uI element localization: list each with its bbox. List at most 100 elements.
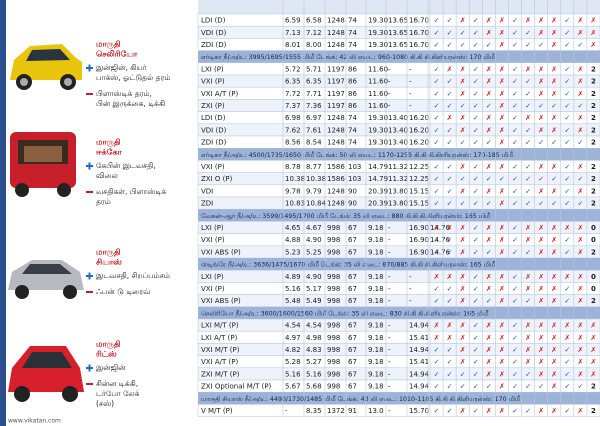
feature-mark: ✓ — [460, 370, 466, 378]
spec-value: 998 — [327, 297, 340, 305]
feature-mark: ✓ — [564, 163, 570, 171]
feature-mark: ✗ — [551, 163, 557, 171]
spec-value: - — [388, 90, 391, 98]
section-title: செலிரியோ நீ/அ/உ: 3600/1600/1560 மிமீ டேங… — [201, 310, 488, 317]
spec-value: 15.41 — [409, 358, 429, 366]
feature-mark: ✗ — [577, 29, 583, 37]
feature-mark: ✗ — [447, 273, 453, 281]
feature-mark: ✗ — [499, 297, 505, 305]
variant: ZXI (P) — [201, 102, 225, 110]
feature-mark: ✗ — [551, 29, 557, 37]
spec-value: - — [388, 297, 391, 305]
variant: VXI (P) — [201, 78, 225, 86]
spec-value: 998 — [327, 358, 340, 366]
spec-value: 7.37 — [285, 102, 301, 110]
spec-value: 5.28 — [285, 358, 301, 366]
spec-value: 998 — [327, 383, 340, 391]
feature-mark: ✓ — [447, 126, 453, 134]
feature-mark: ✗ — [577, 65, 583, 73]
feature-mark: ✓ — [538, 383, 544, 391]
spec-value: 14.76 — [430, 236, 451, 244]
spec-value: 998 — [327, 248, 340, 256]
pros: இன்ஜின், கியர் — [96, 63, 148, 73]
feature-mark: ✓ — [447, 78, 453, 86]
spec-value: 14.79 — [368, 163, 388, 171]
car-name: ஈக்கோ — [96, 148, 123, 157]
spec-value: 74 — [348, 139, 357, 147]
feature-mark: ✓ — [473, 65, 479, 73]
feature-mark: ✗ — [460, 407, 466, 415]
spec-value: 4.82 — [285, 346, 301, 354]
feature-mark: ✗ — [538, 114, 544, 122]
spec-table: LDI (D) 6.59 6.58 1248 74 19.30 13.65 16.70 ✓ ✓ ✗ ✓… — [197, 0, 600, 417]
feature-mark: 2 — [591, 200, 596, 208]
feature-mark: ✗ — [551, 346, 557, 354]
spec-value: 16.20 — [409, 114, 429, 122]
feature-mark: ✓ — [460, 383, 466, 391]
feature-mark: ✓ — [434, 17, 440, 25]
spec-value: 1197 — [327, 65, 345, 73]
feature-mark: ✗ — [577, 114, 583, 122]
feature-mark: ✗ — [434, 273, 440, 281]
feature-mark: ✗ — [486, 358, 492, 366]
feature-mark: ✗ — [499, 139, 505, 147]
feature-mark: ✗ — [538, 78, 544, 86]
car-name: ரிட்ஸ் — [96, 350, 117, 359]
spec-value: - — [388, 65, 391, 73]
spec-value: - — [388, 78, 391, 86]
spec-value: - — [285, 407, 288, 415]
spec-value: - — [409, 273, 412, 281]
feature-mark: ✗ — [486, 273, 492, 281]
spec-value: 12.25 — [409, 175, 429, 183]
feature-mark: ✓ — [473, 273, 479, 281]
feature-mark: ✗ — [486, 334, 492, 342]
feature-mark: ✗ — [577, 346, 583, 354]
spec-value: 9.78 — [285, 187, 301, 195]
feature-mark: ✓ — [512, 346, 518, 354]
feature-mark: ✗ — [499, 29, 505, 37]
feature-mark: ✓ — [434, 41, 440, 49]
spec-value: 67 — [348, 236, 357, 244]
feature-mark: ✗ — [499, 102, 505, 110]
feature-mark: ✓ — [447, 139, 453, 147]
feature-mark: ✓ — [538, 200, 544, 208]
feature-mark: ✗ — [591, 358, 597, 366]
feature-mark: ✓ — [564, 29, 570, 37]
spec-value: 9.18 — [368, 370, 384, 378]
spec-value: - — [388, 383, 391, 391]
spec-value: 1248 — [327, 126, 345, 134]
feature-mark: ✓ — [564, 126, 570, 134]
spec-value: 10.38 — [306, 175, 326, 183]
feature-mark: 2 — [591, 175, 596, 183]
feature-mark: ✓ — [512, 224, 518, 232]
feature-mark: ✓ — [512, 139, 518, 147]
spec-value: 9.18 — [368, 224, 384, 232]
spec-value: 67 — [348, 383, 357, 391]
spec-value: 15.70 — [409, 407, 429, 415]
spec-value: 67 — [348, 248, 357, 256]
spec-value: 67 — [348, 322, 357, 330]
feature-mark: ✓ — [473, 383, 479, 391]
feature-mark: ✓ — [512, 29, 518, 37]
feature-mark: ✓ — [447, 200, 453, 208]
variant: ZXI M/T (P) — [201, 370, 240, 378]
feature-mark: 2 — [591, 163, 596, 171]
spec-value: 74 — [348, 41, 357, 49]
feature-mark: ✗ — [551, 334, 557, 342]
feature-mark: ✗ — [486, 236, 492, 244]
feature-mark: ✓ — [512, 90, 518, 98]
feature-mark: ✗ — [460, 358, 466, 366]
feature-mark: ✓ — [512, 65, 518, 73]
feature-mark: ✓ — [538, 41, 544, 49]
feature-mark: ✗ — [591, 29, 597, 37]
feature-mark: ✗ — [460, 90, 466, 98]
feature-mark: ✓ — [434, 383, 440, 391]
spec-value: - — [388, 236, 391, 244]
feature-mark: ✗ — [577, 358, 583, 366]
feature-mark: ✗ — [577, 297, 583, 305]
feature-mark: ✗ — [460, 224, 466, 232]
spec-value: 14.76 — [430, 248, 451, 256]
feature-mark: 2 — [591, 114, 596, 122]
feature-mark: ✓ — [473, 163, 479, 171]
cons: வசதிகள், பிளாஸ்டிக் — [96, 187, 166, 196]
